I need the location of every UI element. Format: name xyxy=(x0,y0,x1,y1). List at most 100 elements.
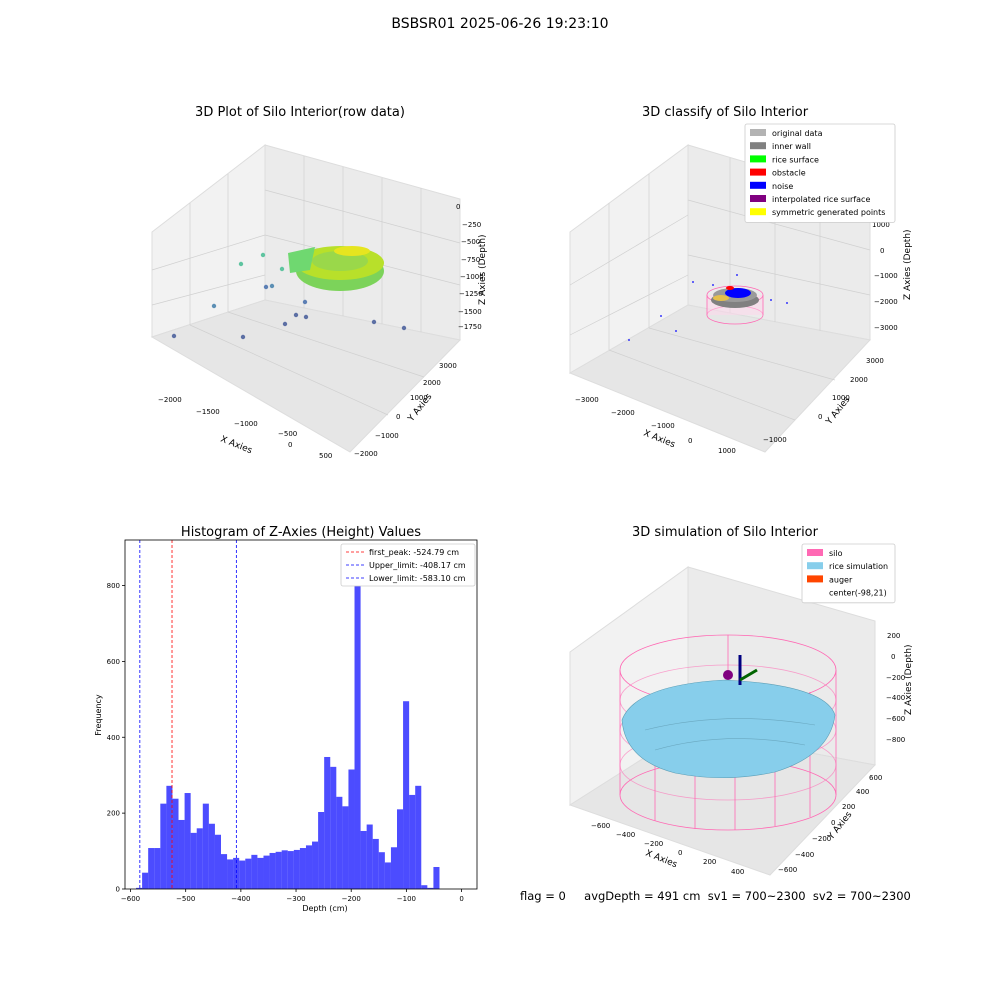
histogram-bar-0 xyxy=(136,887,143,889)
svg-text:200: 200 xyxy=(842,803,855,811)
y-tick-label-2: 400 xyxy=(107,734,120,742)
svg-text:−750: −750 xyxy=(461,256,480,264)
histogram-legend-box xyxy=(340,543,476,587)
x-tick-label-1: −500 xyxy=(176,895,195,903)
histogram-bar-19 xyxy=(251,854,258,889)
histogram-bar-6 xyxy=(172,798,179,889)
classify-legend: original data inner wall rice surface obsta… xyxy=(744,123,896,223)
legend-box xyxy=(801,543,896,604)
svg-text:−400: −400 xyxy=(616,831,635,839)
histogram-axes: −600 −500 −400 −300 −200 −100 0 0 200 400 600 800 xyxy=(107,539,478,903)
histogram-bar-38 xyxy=(366,824,373,889)
simulation-plot-title: 3D simulation of Silo Interior xyxy=(632,525,819,540)
figure-title: BSBSR01 2025-06-26 19:23:10 xyxy=(391,16,609,32)
histogram-bar-37 xyxy=(360,830,367,889)
histogram-bar-49 xyxy=(433,866,440,889)
y-tick-label-4: 800 xyxy=(107,582,120,590)
stats-text: avgDepth = 491 cm sv1 = 700~2300 sv2 = 7… xyxy=(584,889,911,903)
histogram-bar-17 xyxy=(239,860,246,889)
svg-text:−800: −800 xyxy=(886,736,905,744)
histogram-bar-43 xyxy=(397,809,404,889)
histogram-bar-45 xyxy=(409,794,416,889)
histogram-bar-35 xyxy=(348,769,355,889)
svg-text:400: 400 xyxy=(856,788,869,796)
classify-noise-points xyxy=(628,274,788,341)
histogram-bar-5 xyxy=(166,785,173,889)
svg-text:−1500: −1500 xyxy=(196,408,220,416)
histogram-legend: first_peak: -524.79 cm Upper_limit: -408.… xyxy=(340,543,476,587)
svg-text:−3000: −3000 xyxy=(575,396,599,404)
svg-text:1000: 1000 xyxy=(718,447,736,455)
svg-text:0: 0 xyxy=(880,247,884,255)
svg-text:2000: 2000 xyxy=(850,376,868,384)
histogram-bar-2 xyxy=(148,848,155,889)
raw-outlier-points xyxy=(171,252,407,340)
histogram-bar-34 xyxy=(342,806,349,889)
histogram-bars xyxy=(136,558,440,889)
histogram-bar-23 xyxy=(275,851,282,889)
raw-3d-plot: 3D Plot of Silo Interior(row data) −2000… xyxy=(150,105,488,460)
svg-text:0: 0 xyxy=(288,441,292,449)
svg-text:−400: −400 xyxy=(795,851,814,859)
svg-text:−1000: −1000 xyxy=(375,432,399,440)
histogram-chart: Histogram of Z-Axies (Height) Values −60… xyxy=(94,525,478,913)
legend-swatch-1 xyxy=(750,142,766,150)
histogram-bar-25 xyxy=(287,851,294,889)
svg-text:2000: 2000 xyxy=(423,379,441,387)
simulation-legend: silo rice simulation auger center(-98,21) xyxy=(801,543,896,604)
legend-label-0: original data xyxy=(772,129,823,138)
histogram-bar-39 xyxy=(372,838,379,889)
histogram-bar-16 xyxy=(233,857,240,889)
histogram-bar-32 xyxy=(330,766,337,889)
classify-plot-title: 3D classify of Silo Interior xyxy=(642,105,809,120)
legend-label-5: interpolated rice surface xyxy=(772,195,870,204)
histogram-x-label: Depth (cm) xyxy=(302,904,347,913)
histogram-reference-lines xyxy=(139,540,237,889)
legend-swatch-4 xyxy=(750,181,766,189)
svg-text:400: 400 xyxy=(731,868,744,876)
histogram-bar-24 xyxy=(281,850,288,889)
svg-text:−1000: −1000 xyxy=(460,273,484,281)
y-tick-label-3: 600 xyxy=(107,658,120,666)
svg-text:−400: −400 xyxy=(886,694,905,702)
simulation-y-ticks: −600 −400 −200 0 200 400 600 xyxy=(778,774,882,874)
histogram-bar-21 xyxy=(263,855,270,889)
svg-text:−1000: −1000 xyxy=(234,420,258,428)
histogram-bar-46 xyxy=(415,785,422,889)
histogram-bar-15 xyxy=(227,859,234,889)
raw-z-label: Z Axies (Depth) xyxy=(478,234,488,305)
raw-x-label: X Axies xyxy=(219,435,254,457)
histogram-y-label: Frequency xyxy=(94,694,103,736)
legend-label-1: rice simulation xyxy=(829,562,888,571)
histogram-bar-4 xyxy=(160,803,167,889)
classify-x-label: X Axies xyxy=(642,429,677,451)
legend-label-1: Upper_limit: -408.17 cm xyxy=(369,561,466,570)
histogram-bar-31 xyxy=(324,756,331,889)
classify-y-ticks: −1000 0 1000 2000 3000 xyxy=(763,357,884,444)
simulation-x-label: X Axies xyxy=(644,849,679,871)
svg-text:−3000: −3000 xyxy=(874,324,898,332)
raw-x-ticks: −2000 −1500 −1000 −500 0 500 xyxy=(158,396,332,460)
svg-text:−1000: −1000 xyxy=(763,436,787,444)
svg-text:−1000: −1000 xyxy=(651,422,675,430)
legend-label-6: symmetric generated points xyxy=(772,208,885,217)
svg-text:0: 0 xyxy=(891,653,895,661)
histogram-bar-8 xyxy=(184,793,191,889)
histogram-bar-9 xyxy=(190,832,197,889)
legend-box xyxy=(744,123,896,223)
svg-text:0: 0 xyxy=(818,413,822,421)
histogram-bar-1 xyxy=(142,872,149,889)
svg-text:200: 200 xyxy=(703,858,716,866)
histogram-bar-48 xyxy=(427,887,434,889)
raw-y-ticks: −2000 −1000 0 1000 2000 3000 xyxy=(354,362,457,458)
legend-label-0: first_peak: -524.79 cm xyxy=(369,548,459,557)
x-tick-label-6: 0 xyxy=(459,895,463,903)
histogram-bar-28 xyxy=(305,845,313,889)
histogram-bar-29 xyxy=(312,841,319,889)
histogram-bar-44 xyxy=(403,701,410,889)
histogram-bar-14 xyxy=(221,854,228,889)
svg-text:−250: −250 xyxy=(462,221,481,229)
histogram-bar-22 xyxy=(269,852,276,889)
histogram-bar-42 xyxy=(390,847,397,889)
svg-text:1000: 1000 xyxy=(832,394,850,402)
